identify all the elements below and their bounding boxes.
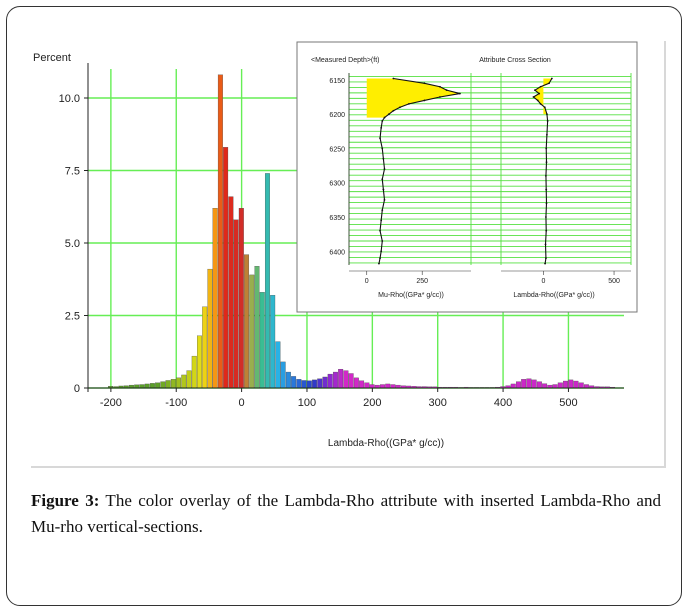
figure-panel: -200 -100 0 100 200 300 400 500 0 2.5 5.0 7.5 10.0 P… [31,41,666,468]
inset-point [379,137,381,140]
inset-point [381,209,384,212]
histogram-axes: -200 -100 0 100 200 300 400 500 0 2.5 5.0 7.5 10.0 [59,63,624,409]
inset-point [439,85,441,88]
inset-point [538,92,541,95]
inset-title: Attribute Cross Section [479,57,551,64]
inset-track-x-tick-label: 0 [365,278,369,285]
inset-point [539,102,542,105]
inset-tracks: 0 250 0 500 [349,77,631,285]
inset-point [439,96,441,98]
inset-point [548,82,550,85]
inset-point [546,113,548,116]
cross-section-inset: <Measured Depth>(ft) Attribute Cross Sec… [296,41,638,313]
inset-point [392,77,395,80]
histogram-x-tick-label: 500 [559,397,577,409]
histogram-y-tick-label: 7.5 [65,166,80,178]
inset-depth-label: <Measured Depth>(ft) [311,57,379,64]
inset-point [383,168,386,170]
inset-point [382,157,385,160]
inset-track-x-tick-label: 250 [416,278,428,285]
histogram-x-tick-label: 300 [429,397,447,409]
inset-track-x-tick-label: 0 [541,278,545,285]
histogram-x-tick-label: 0 [239,397,245,409]
inset-point [380,219,383,222]
inset-point [536,99,539,102]
inset-fill-zone [366,78,460,118]
inset-mu-rho-label: Mu-Rho((GPa* g/cc)) [378,292,444,299]
inset-point [543,106,546,109]
histogram-y-tick-label: 10.0 [59,93,80,105]
inset-point [545,174,547,177]
histogram-x-tick-label: 400 [494,397,512,409]
inset-point [545,216,547,218]
inset-point [546,133,548,136]
inset-point [380,250,383,253]
inset-point [381,147,384,150]
inset-point [534,89,536,92]
inset-depth-tick-label: 6400 [329,249,345,256]
histogram-y-tick-label: 0 [74,383,80,395]
inset-depth-tick-label: 6250 [329,146,345,153]
inset-point [383,198,386,201]
inset-depth-tick-label: 6200 [329,112,345,119]
inset-fill-zone [533,78,552,115]
inset-point [382,188,385,191]
inset-point [545,188,548,191]
inset-point [532,96,535,98]
inset-track-x-tick-label: 500 [608,278,620,285]
histogram-y-label: Percent [33,52,71,64]
inset-point [544,262,546,265]
inset-depth-tick-label: 6300 [329,181,345,188]
inset-point [545,161,548,164]
histogram-x-tick-label: -100 [165,397,187,409]
histogram-x-tick-label: -200 [100,397,122,409]
histogram-x-tick-label: 200 [363,397,381,409]
caption-text: The color overlay of the Lambda-Rho attr… [31,491,661,536]
histogram-x-label: Lambda-Rho((GPa* g/cc)) [328,438,444,449]
inset-point [379,229,381,232]
histogram-x-tick-label: 100 [298,397,316,409]
inset-point [381,120,384,122]
inset-point [392,109,395,112]
inset-point [423,99,426,102]
inset-point [545,229,548,232]
inset-curve [378,77,461,264]
inset-point [399,106,401,109]
inset-point [539,85,542,88]
histogram-y-tick-label: 5.0 [65,238,80,250]
inset-point [380,126,383,129]
inset-point [383,116,386,119]
histogram-y-tick-label: 2.5 [65,311,80,323]
inset-depth-tick-label: 6350 [329,215,345,222]
inset-lambda-rho-label: Lambda-Rho((GPa* g/cc)) [513,292,594,299]
inset-point [544,243,547,246]
inset-point [388,113,390,116]
inset-point [378,262,380,265]
inset-point [407,102,410,105]
inset-point [423,82,426,85]
inset-point [545,147,548,150]
caption-label: Figure 3: [31,491,100,510]
inset-point [381,240,384,242]
inset-point [545,257,547,260]
inset-point [546,120,549,122]
inset-point [445,89,448,92]
inset-point [459,92,461,95]
inset-point [381,178,384,181]
inset-point [379,257,381,260]
figure-caption: Figure 3: The color overlay of the Lambd… [31,488,661,540]
inset-point [550,77,553,80]
inset-depth-tick-label: 6150 [329,78,345,85]
inset-point [545,202,548,205]
inset-curve [532,78,553,264]
inset-background [296,41,638,313]
